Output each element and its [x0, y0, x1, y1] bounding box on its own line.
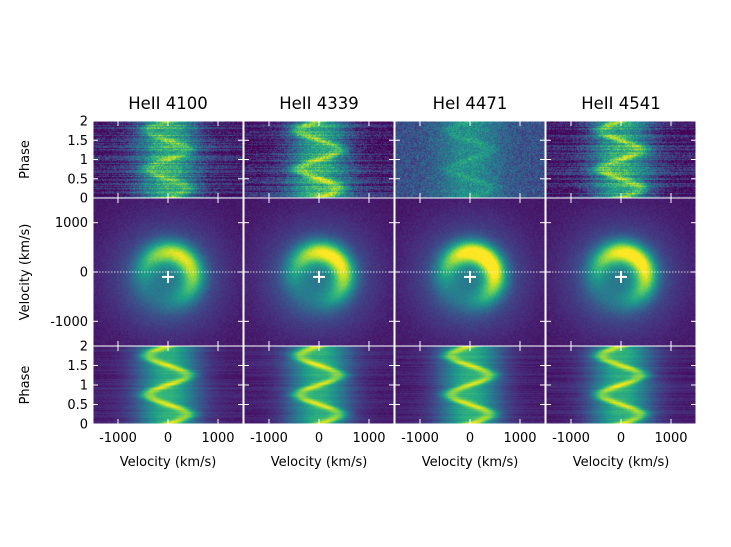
heatmap-panel	[546, 346, 696, 424]
y-tick-label: 0.5	[67, 172, 88, 187]
heatmap-panel	[93, 121, 243, 198]
heatmap-panel	[93, 346, 243, 424]
x-tick-label: 1000	[654, 431, 687, 446]
x-tick-label: -1000	[250, 431, 288, 446]
x-tick-label: 1000	[503, 431, 536, 446]
y-tick-label: 1.5	[67, 134, 88, 149]
column-title: HeII 4100	[128, 94, 208, 113]
x-tick-label: -1000	[401, 431, 439, 446]
x-axis-label: Velocity (km/s)	[120, 455, 217, 470]
y-axis-label: Velocity (km/s)	[18, 224, 33, 321]
y-axis-label: Phase	[18, 140, 33, 179]
x-axis-label: Velocity (km/s)	[271, 455, 368, 470]
column-title: HeII 4541	[581, 94, 661, 113]
heatmap-panel	[546, 121, 696, 198]
y-axis-label: Phase	[18, 366, 33, 405]
x-axis-label: Velocity (km/s)	[573, 455, 670, 470]
y-tick-label: 0	[80, 192, 88, 207]
y-tick-label: -1000	[50, 315, 88, 330]
x-tick-label: -1000	[99, 431, 137, 446]
x-tick-label: -1000	[552, 431, 590, 446]
heatmap-panel	[244, 121, 394, 198]
x-tick-label: 0	[164, 431, 172, 446]
heatmap-panel	[395, 121, 545, 198]
x-tick-label: 0	[617, 431, 625, 446]
y-tick-label: 1000	[55, 216, 88, 231]
y-tick-label: 1	[80, 153, 88, 168]
y-tick-label: 0	[80, 266, 88, 281]
y-tick-label: 1.5	[67, 359, 88, 374]
heatmap-panel	[395, 346, 545, 424]
y-tick-label: 2	[80, 340, 88, 355]
x-tick-label: 1000	[201, 431, 234, 446]
x-tick-label: 1000	[352, 431, 385, 446]
column-title: HeI 4471	[433, 94, 508, 113]
y-tick-label: 1	[80, 379, 88, 394]
x-axis-label: Velocity (km/s)	[422, 455, 519, 470]
column-title: HeII 4339	[279, 94, 359, 113]
y-tick-label: 2	[80, 115, 88, 130]
y-tick-label: 0.5	[67, 398, 88, 413]
x-tick-label: 0	[315, 431, 323, 446]
y-tick-label: 0	[80, 418, 88, 433]
x-tick-label: 0	[466, 431, 474, 446]
heatmap-panel	[244, 346, 394, 424]
